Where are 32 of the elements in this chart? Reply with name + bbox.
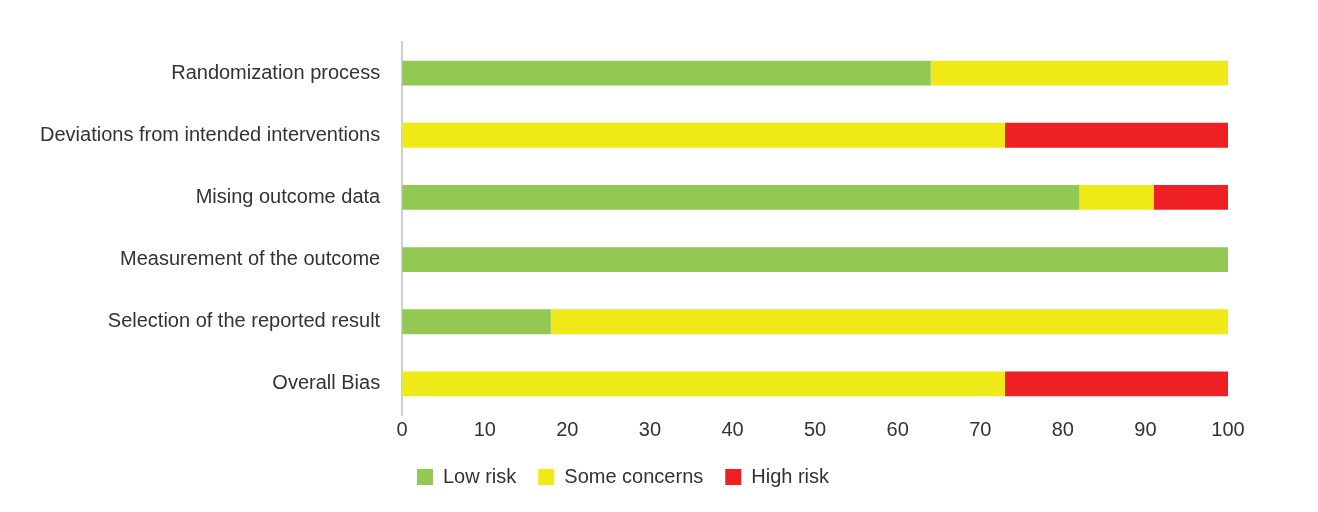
legend-label: Some concerns [564, 464, 704, 487]
bar [1005, 371, 1228, 397]
x-tick-label: 30 [638, 417, 662, 440]
y-tick-label: Overall Bias [272, 371, 381, 394]
bar [1005, 122, 1228, 148]
x-tick-label: 70 [969, 417, 992, 440]
bar [1153, 184, 1228, 210]
y-tick-label: Deviations from intended interventions [40, 122, 381, 145]
y-tick-label: Mising outcome data [195, 184, 382, 207]
bar [402, 60, 931, 86]
y-tick-label: Selection of the reported result [107, 309, 381, 332]
bar [550, 309, 1228, 335]
bar [402, 247, 1228, 273]
bar [402, 371, 1006, 397]
legend-label: High risk [751, 464, 831, 487]
x-tick-label: 40 [721, 417, 744, 440]
bar [402, 122, 1006, 148]
x-tick-label: 10 [473, 417, 496, 440]
x-tick-label: 100 [1211, 417, 1245, 440]
x-tick-label: 60 [886, 417, 909, 440]
bar [402, 309, 551, 335]
x-tick-label: 90 [1134, 417, 1157, 440]
x-tick-label: 0 [396, 417, 408, 440]
x-tick-label: 50 [803, 417, 827, 440]
x-tick-label: 20 [556, 417, 579, 440]
bar [1079, 184, 1154, 210]
bar [402, 184, 1080, 210]
bar [930, 60, 1228, 86]
legend-label: Low risk [442, 464, 518, 487]
y-tick-label: Randomization process [171, 60, 381, 83]
x-tick-label: 80 [1051, 417, 1074, 440]
y-tick-label: Measurement of the outcome [120, 247, 381, 270]
